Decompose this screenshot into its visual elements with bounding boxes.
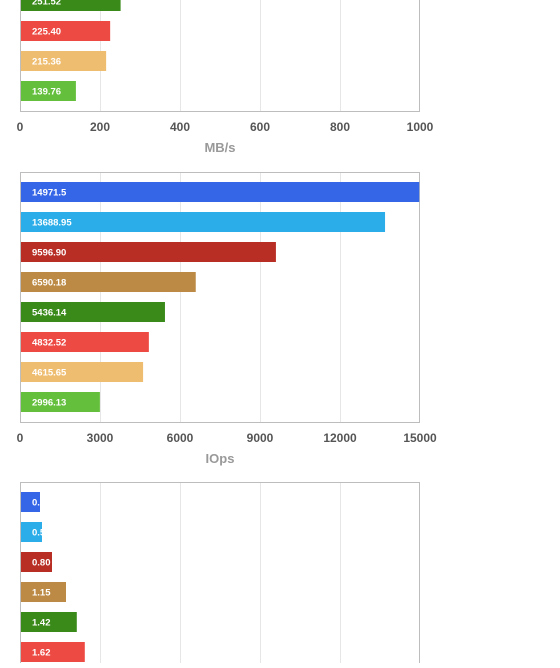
bar-value-label: 6590.18 xyxy=(32,278,66,289)
x-tick-label: 0 xyxy=(17,431,24,445)
bar-value-label: 139.76 xyxy=(32,87,61,98)
x-tick-label: 6000 xyxy=(167,431,194,445)
bar-value-label: 215.36 xyxy=(32,57,61,68)
x-tick-label: 12000 xyxy=(323,431,357,445)
bar xyxy=(21,492,40,512)
bar xyxy=(21,612,77,632)
chart-1: 251.52 225.40 215.36 139.76 0 200 400 600 800 100… xyxy=(17,0,434,155)
chart-3: 0.50 0.55 0.80 1.15 1.42 1.62 xyxy=(20,482,420,668)
bar xyxy=(21,362,144,382)
x-axis-title: MB/s xyxy=(204,140,235,155)
bar xyxy=(21,642,85,662)
bar-value-label: 13688.95 xyxy=(32,218,72,229)
chart-2: 14971.5 13688.95 9596.90 6590.18 5436.14 4832… xyxy=(17,172,437,466)
x-tick-label: 3000 xyxy=(87,431,114,445)
bar-value-label: 251.52 xyxy=(32,0,61,8)
bar xyxy=(21,272,196,292)
bar xyxy=(21,582,66,602)
bar xyxy=(21,182,420,202)
bar-value-label: 0.55 xyxy=(32,528,51,539)
bar xyxy=(21,212,386,232)
bar xyxy=(21,392,100,412)
bar xyxy=(21,21,111,41)
bar-value-label: 5436.14 xyxy=(32,308,67,319)
plot-frame xyxy=(20,482,420,668)
bar-value-label: 9596.90 xyxy=(32,248,66,259)
bar xyxy=(21,81,76,101)
bar-value-label: 14971.5 xyxy=(32,188,67,199)
x-tick-label: 9000 xyxy=(247,431,274,445)
x-tick-label: 400 xyxy=(170,120,190,134)
x-tick-label: 15000 xyxy=(403,431,437,445)
bar-value-label: 1.15 xyxy=(32,588,51,599)
bar-value-label: 2996.13 xyxy=(32,398,66,409)
x-axis-title: IOps xyxy=(206,451,235,466)
bar-value-label: 4832.52 xyxy=(32,338,66,349)
bar xyxy=(21,242,276,262)
bar-value-label: 4615.65 xyxy=(32,368,67,379)
x-tick-label: 600 xyxy=(250,120,270,134)
bar-value-label: 1.42 xyxy=(32,618,51,629)
bar-value-label: 0.50 xyxy=(32,498,51,509)
x-tick-label: 200 xyxy=(90,120,110,134)
bar xyxy=(21,522,42,542)
x-tick-label: 800 xyxy=(330,120,350,134)
bar xyxy=(21,552,52,572)
plot-frame xyxy=(20,172,420,423)
bar-value-label: 225.40 xyxy=(32,27,61,38)
bar-value-label: 0.80 xyxy=(32,558,51,569)
x-tick-label: 1000 xyxy=(407,120,434,134)
bar xyxy=(21,302,165,322)
bar xyxy=(21,0,121,11)
bar xyxy=(21,332,149,352)
bar-value-label: 1.62 xyxy=(32,648,51,659)
x-tick-label: 0 xyxy=(17,120,24,134)
bar xyxy=(21,51,107,71)
